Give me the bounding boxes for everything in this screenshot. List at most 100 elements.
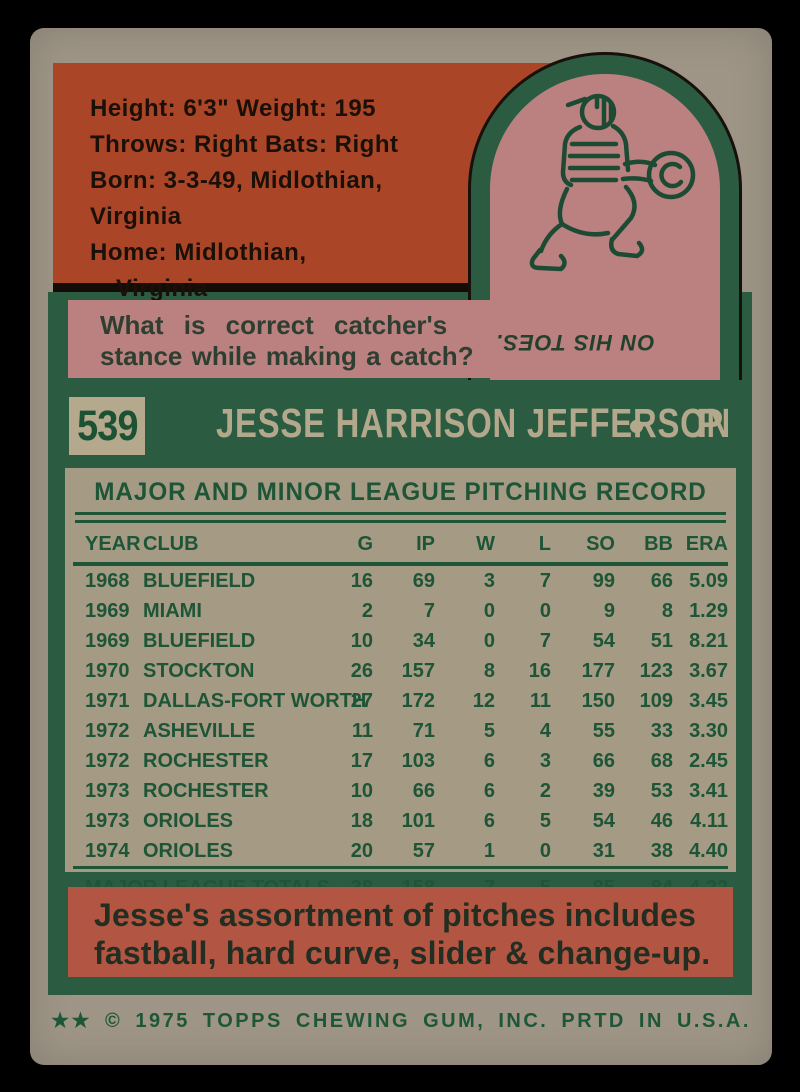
bio-line-born: Born: 3-3-49, Midlothian, xyxy=(90,167,383,194)
stats-cell: 7 xyxy=(539,570,551,592)
stats-cell: 1969 xyxy=(85,630,130,652)
stats-cell: 3 xyxy=(483,570,495,592)
stats-cell: 16 xyxy=(350,570,373,592)
stats-cell: 17 xyxy=(350,750,373,772)
stats-row: 1974 ORIOLES 20 57 1 0 31 38 4.40 xyxy=(73,836,728,868)
stats-cell: 33 xyxy=(650,720,673,742)
stats-cell: ORIOLES xyxy=(143,840,234,862)
stats-cell: DALLAS-FORT WORTH xyxy=(143,690,367,712)
stats-cell: 66 xyxy=(650,570,673,592)
stats-header-cell: CLUB xyxy=(143,533,199,555)
stats-cell: 71 xyxy=(412,720,435,742)
stats-cell: 2.45 xyxy=(689,750,728,772)
stats-cell: 9 xyxy=(603,600,615,622)
stats-row: 1972 ASHEVILLE 11 71 5 4 55 33 3.30 xyxy=(73,716,728,746)
stats-cell: 6 xyxy=(483,780,495,802)
bio-line-height-weight: Height: 6'3" Weight: 195 xyxy=(90,95,377,122)
trivia-question: What is correct catcher's stance while m… xyxy=(100,310,570,372)
stats-cell: 4.11 xyxy=(690,810,728,832)
stats-table: YEAR CLUB G IP W L SO BB ERA 1968 BLUEFIELD 16 69 3 7… xyxy=(73,525,728,908)
stats-row: 1972 ROCHESTER 17 103 6 3 66 68 2.45 xyxy=(73,746,728,776)
stats-cell: 1970 xyxy=(85,660,130,682)
stats-cell: 150 xyxy=(581,690,615,712)
stats-cell: 51 xyxy=(650,630,673,652)
bio-line-throws-bats: Throws: Right Bats: Right xyxy=(90,131,399,158)
stats-cell: 57 xyxy=(412,840,435,862)
stats-cell: 0 xyxy=(539,600,551,622)
stats-cell: 7 xyxy=(539,630,551,652)
highlight-box: Jesse's assortment of pitches includes f… xyxy=(68,887,733,977)
stats-cell: BLUEFIELD xyxy=(143,630,256,652)
name-banner: 539 JESSE HARRISON JEFFERSON P xyxy=(48,380,752,468)
stats-cell: 1968 xyxy=(85,570,130,592)
stats-cell: 66 xyxy=(592,750,615,772)
bio-line-home: Home: Midlothian, xyxy=(90,239,307,266)
stats-cell: 46 xyxy=(650,810,673,832)
stats-cell: 11 xyxy=(351,720,373,742)
stats-cell: STOCKTON xyxy=(143,660,255,682)
stats-cell: 6 xyxy=(483,750,495,772)
highlight-line2: fastball, hard curve, slider & change-up… xyxy=(94,935,711,971)
stats-row: 1973 ROCHESTER 10 66 6 2 39 53 3.41 xyxy=(73,776,728,806)
stats-header-cell: L xyxy=(538,533,551,555)
stats-header-cell: G xyxy=(357,533,373,555)
stats-cell: 3 xyxy=(539,750,551,772)
pitching-record-title: MAJOR AND MINOR LEAGUE PITCHING RECORD xyxy=(94,478,707,506)
stats-cell: 1.29 xyxy=(689,600,728,622)
stats-cell: 54 xyxy=(592,630,615,652)
pitching-record-box: MAJOR AND MINOR LEAGUE PITCHING RECORD Y… xyxy=(65,468,736,899)
stats-header-cell: YEAR xyxy=(85,533,141,555)
stats-row: 1971 DALLAS-FORT WORTH 27 172 12 11 150 109 3.45 xyxy=(73,686,728,716)
stats-cell: 31 xyxy=(592,840,615,862)
stats-row: 1970 STOCKTON 26 157 8 16 177 123 3.67 xyxy=(73,656,728,686)
stats-header-cell: BB xyxy=(644,533,673,555)
stats-cell: 1 xyxy=(483,840,495,862)
stats-cell: 177 xyxy=(581,660,615,682)
stats-cell: 10 xyxy=(350,630,373,652)
stats-cell: 53 xyxy=(650,780,673,802)
stats-cell: 20 xyxy=(350,840,373,862)
stats-cell: 3.45 xyxy=(689,690,728,712)
double-rule xyxy=(75,512,726,523)
stats-header-cell: IP xyxy=(416,533,435,555)
stats-cell: 55 xyxy=(592,720,615,742)
card-number-box: 539 xyxy=(69,397,145,455)
stats-cell: 27 xyxy=(350,690,373,712)
stats-cell: 26 xyxy=(350,660,373,682)
stats-cell: 3.41 xyxy=(689,780,728,802)
stats-cell: 54 xyxy=(592,810,615,832)
stats-cell: 101 xyxy=(401,810,435,832)
stats-cell: 123 xyxy=(639,660,673,682)
stats-cell: 109 xyxy=(639,690,673,712)
stats-cell: 8.21 xyxy=(689,630,728,652)
stats-cell: 0 xyxy=(483,630,495,652)
stats-cell: 172 xyxy=(401,690,435,712)
stats-cell: 103 xyxy=(401,750,435,772)
card-number: 539 xyxy=(76,401,138,450)
stats-cell: BLUEFIELD xyxy=(143,570,256,592)
catcher-cartoon-icon xyxy=(529,93,696,272)
stats-cell: 12 xyxy=(472,690,495,712)
stats-cell: 5 xyxy=(539,810,551,832)
copyright-line: ★★ © 1975 TOPPS CHEWING GUM, INC. PRTD I… xyxy=(51,1010,751,1032)
stats-cell: 1972 xyxy=(85,720,130,742)
position-abbrev: P xyxy=(696,400,724,446)
stats-cell: 66 xyxy=(412,780,435,802)
player-name: JESSE HARRISON JEFFERSON xyxy=(216,400,731,446)
bio-line-home-state: Virginia xyxy=(116,275,208,302)
stats-cell: 1973 xyxy=(85,810,130,832)
highlight-text: Jesse's assortment of pitches includes f… xyxy=(94,896,733,972)
stats-row: 1973 ORIOLES 18 101 6 5 54 46 4.11 xyxy=(73,806,728,836)
stats-cell: MIAMI xyxy=(143,600,202,622)
stats-row: 1969 BLUEFIELD 10 34 0 7 54 51 8.21 xyxy=(73,626,728,656)
stats-cell: 6 xyxy=(483,810,495,832)
stats-cell: 7 xyxy=(423,600,435,622)
stats-cell: 5 xyxy=(483,720,495,742)
stats-cell: 69 xyxy=(412,570,435,592)
baseball-card-back: Height: 6'3" Weight: 195 Throws: Right B… xyxy=(30,28,772,1065)
highlight-line1: Jesse's assortment of pitches includes xyxy=(94,897,697,933)
stats-table-head: YEAR CLUB G IP W L SO BB ERA xyxy=(73,525,728,564)
stats-cell: 10 xyxy=(350,780,373,802)
separator-dot-icon xyxy=(630,420,643,433)
